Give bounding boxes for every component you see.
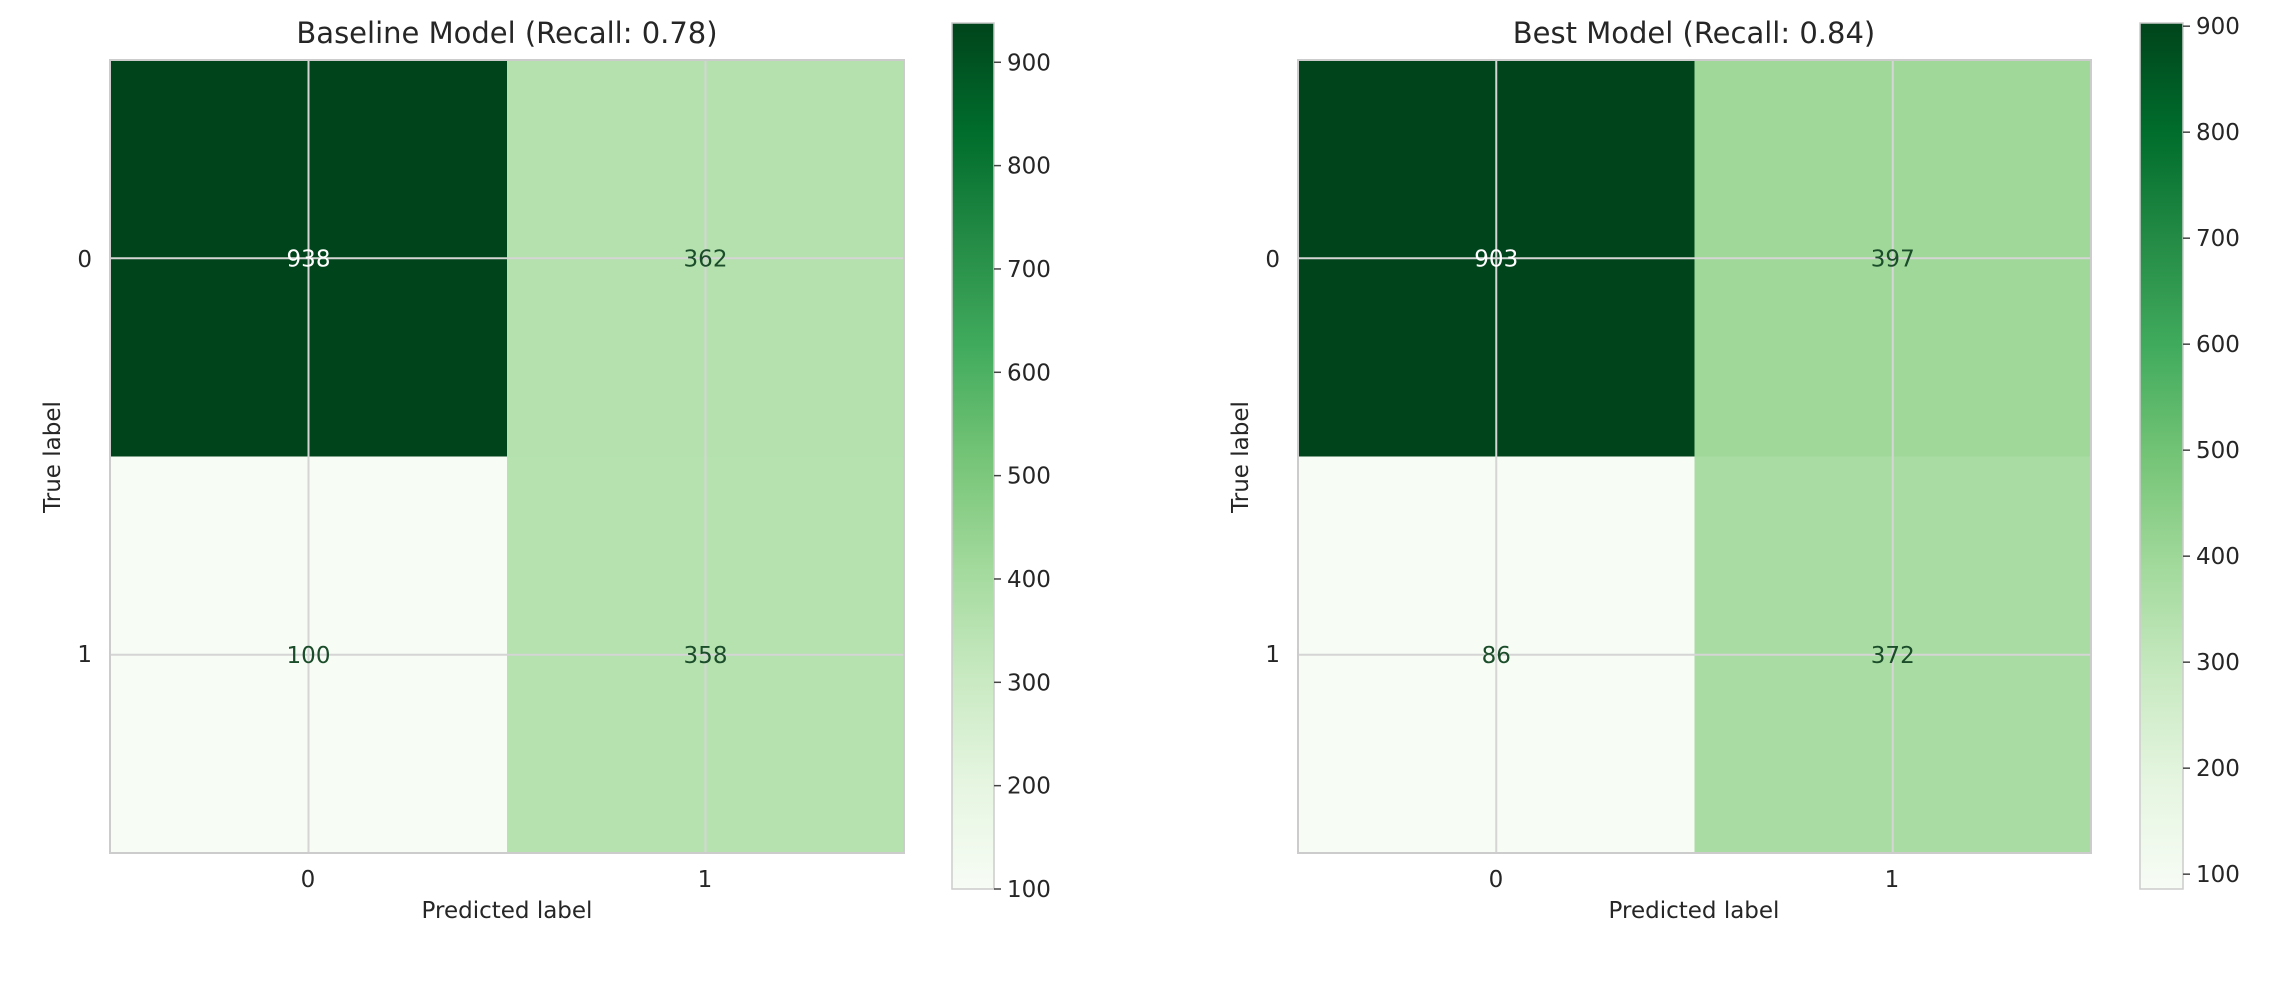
colorbar-tick-label: 100 <box>1007 877 1051 903</box>
y-tick-0: 0 <box>1265 247 1280 273</box>
chart-title: Best Model (Recall: 0.84) <box>1513 16 1875 50</box>
y-tick-1: 1 <box>1265 642 1280 668</box>
colorbar-tick-label: 200 <box>1007 774 1051 800</box>
y-axis-label: True label <box>40 401 66 514</box>
colorbar-tick-label: 500 <box>2196 438 2240 464</box>
x-tick-0: 0 <box>1489 867 1504 893</box>
plot-frame <box>1297 59 2092 854</box>
cell-label-1-1: 358 <box>684 643 728 669</box>
cell-label-0-0: 938 <box>287 246 331 272</box>
colorbar-gradient <box>2139 22 2184 890</box>
gridlines <box>110 60 904 853</box>
cell-label-0-0: 903 <box>1474 246 1518 272</box>
colorbar-tick-label: 900 <box>2196 14 2240 40</box>
colorbar: 100 200 300 400 500 600 700 800 900 <box>2139 14 2240 890</box>
cell-label-1-0: 100 <box>287 643 331 669</box>
colorbar-tick-label: 600 <box>2196 332 2240 358</box>
colorbar-tick-label: 100 <box>2196 862 2240 888</box>
colorbar-tick-label: 700 <box>1007 257 1051 283</box>
colorbar-tick-label: 900 <box>1007 50 1051 76</box>
colorbar-tick-label: 400 <box>1007 567 1051 593</box>
y-tick-0: 0 <box>77 247 92 273</box>
cell-labels: 903 397 86 372 <box>1474 246 1914 669</box>
x-axis-label: Predicted label <box>1609 898 1780 924</box>
cell-labels: 938 362 100 358 <box>287 246 728 669</box>
colorbar-tick-label: 300 <box>1007 670 1051 696</box>
y-axis-label: True label <box>1228 401 1254 514</box>
x-tick-1: 1 <box>698 867 713 893</box>
chart-title: Baseline Model (Recall: 0.78) <box>296 16 717 50</box>
colorbar-tick-label: 800 <box>2196 120 2240 146</box>
colorbar-tick-label: 800 <box>1007 154 1051 180</box>
colorbar-tick-label: 600 <box>1007 360 1051 386</box>
x-axis-label: Predicted label <box>422 898 593 924</box>
colorbar-tick-label: 500 <box>1007 464 1051 490</box>
cell-label-0-1: 397 <box>1871 246 1915 272</box>
x-tick-1: 1 <box>1885 867 1900 893</box>
colorbar-tick-label: 300 <box>2196 650 2240 676</box>
x-tick-0: 0 <box>301 867 316 893</box>
cell-label-1-0: 86 <box>1482 643 1511 669</box>
colorbar-gradient <box>951 22 995 890</box>
cells <box>1298 60 2092 854</box>
colorbar-tick-label: 700 <box>2196 226 2240 252</box>
cells <box>110 60 905 854</box>
gridlines <box>1298 60 2091 853</box>
plot-frame <box>109 59 905 854</box>
colorbar-tick-label: 400 <box>2196 544 2240 570</box>
y-tick-1: 1 <box>77 642 92 668</box>
colorbar-tick-label: 200 <box>2196 756 2240 782</box>
cell-label-0-1: 362 <box>684 246 728 272</box>
cell-label-1-1: 372 <box>1871 643 1915 669</box>
colorbar: 100 200 300 400 500 600 700 800 900 <box>951 22 1051 903</box>
